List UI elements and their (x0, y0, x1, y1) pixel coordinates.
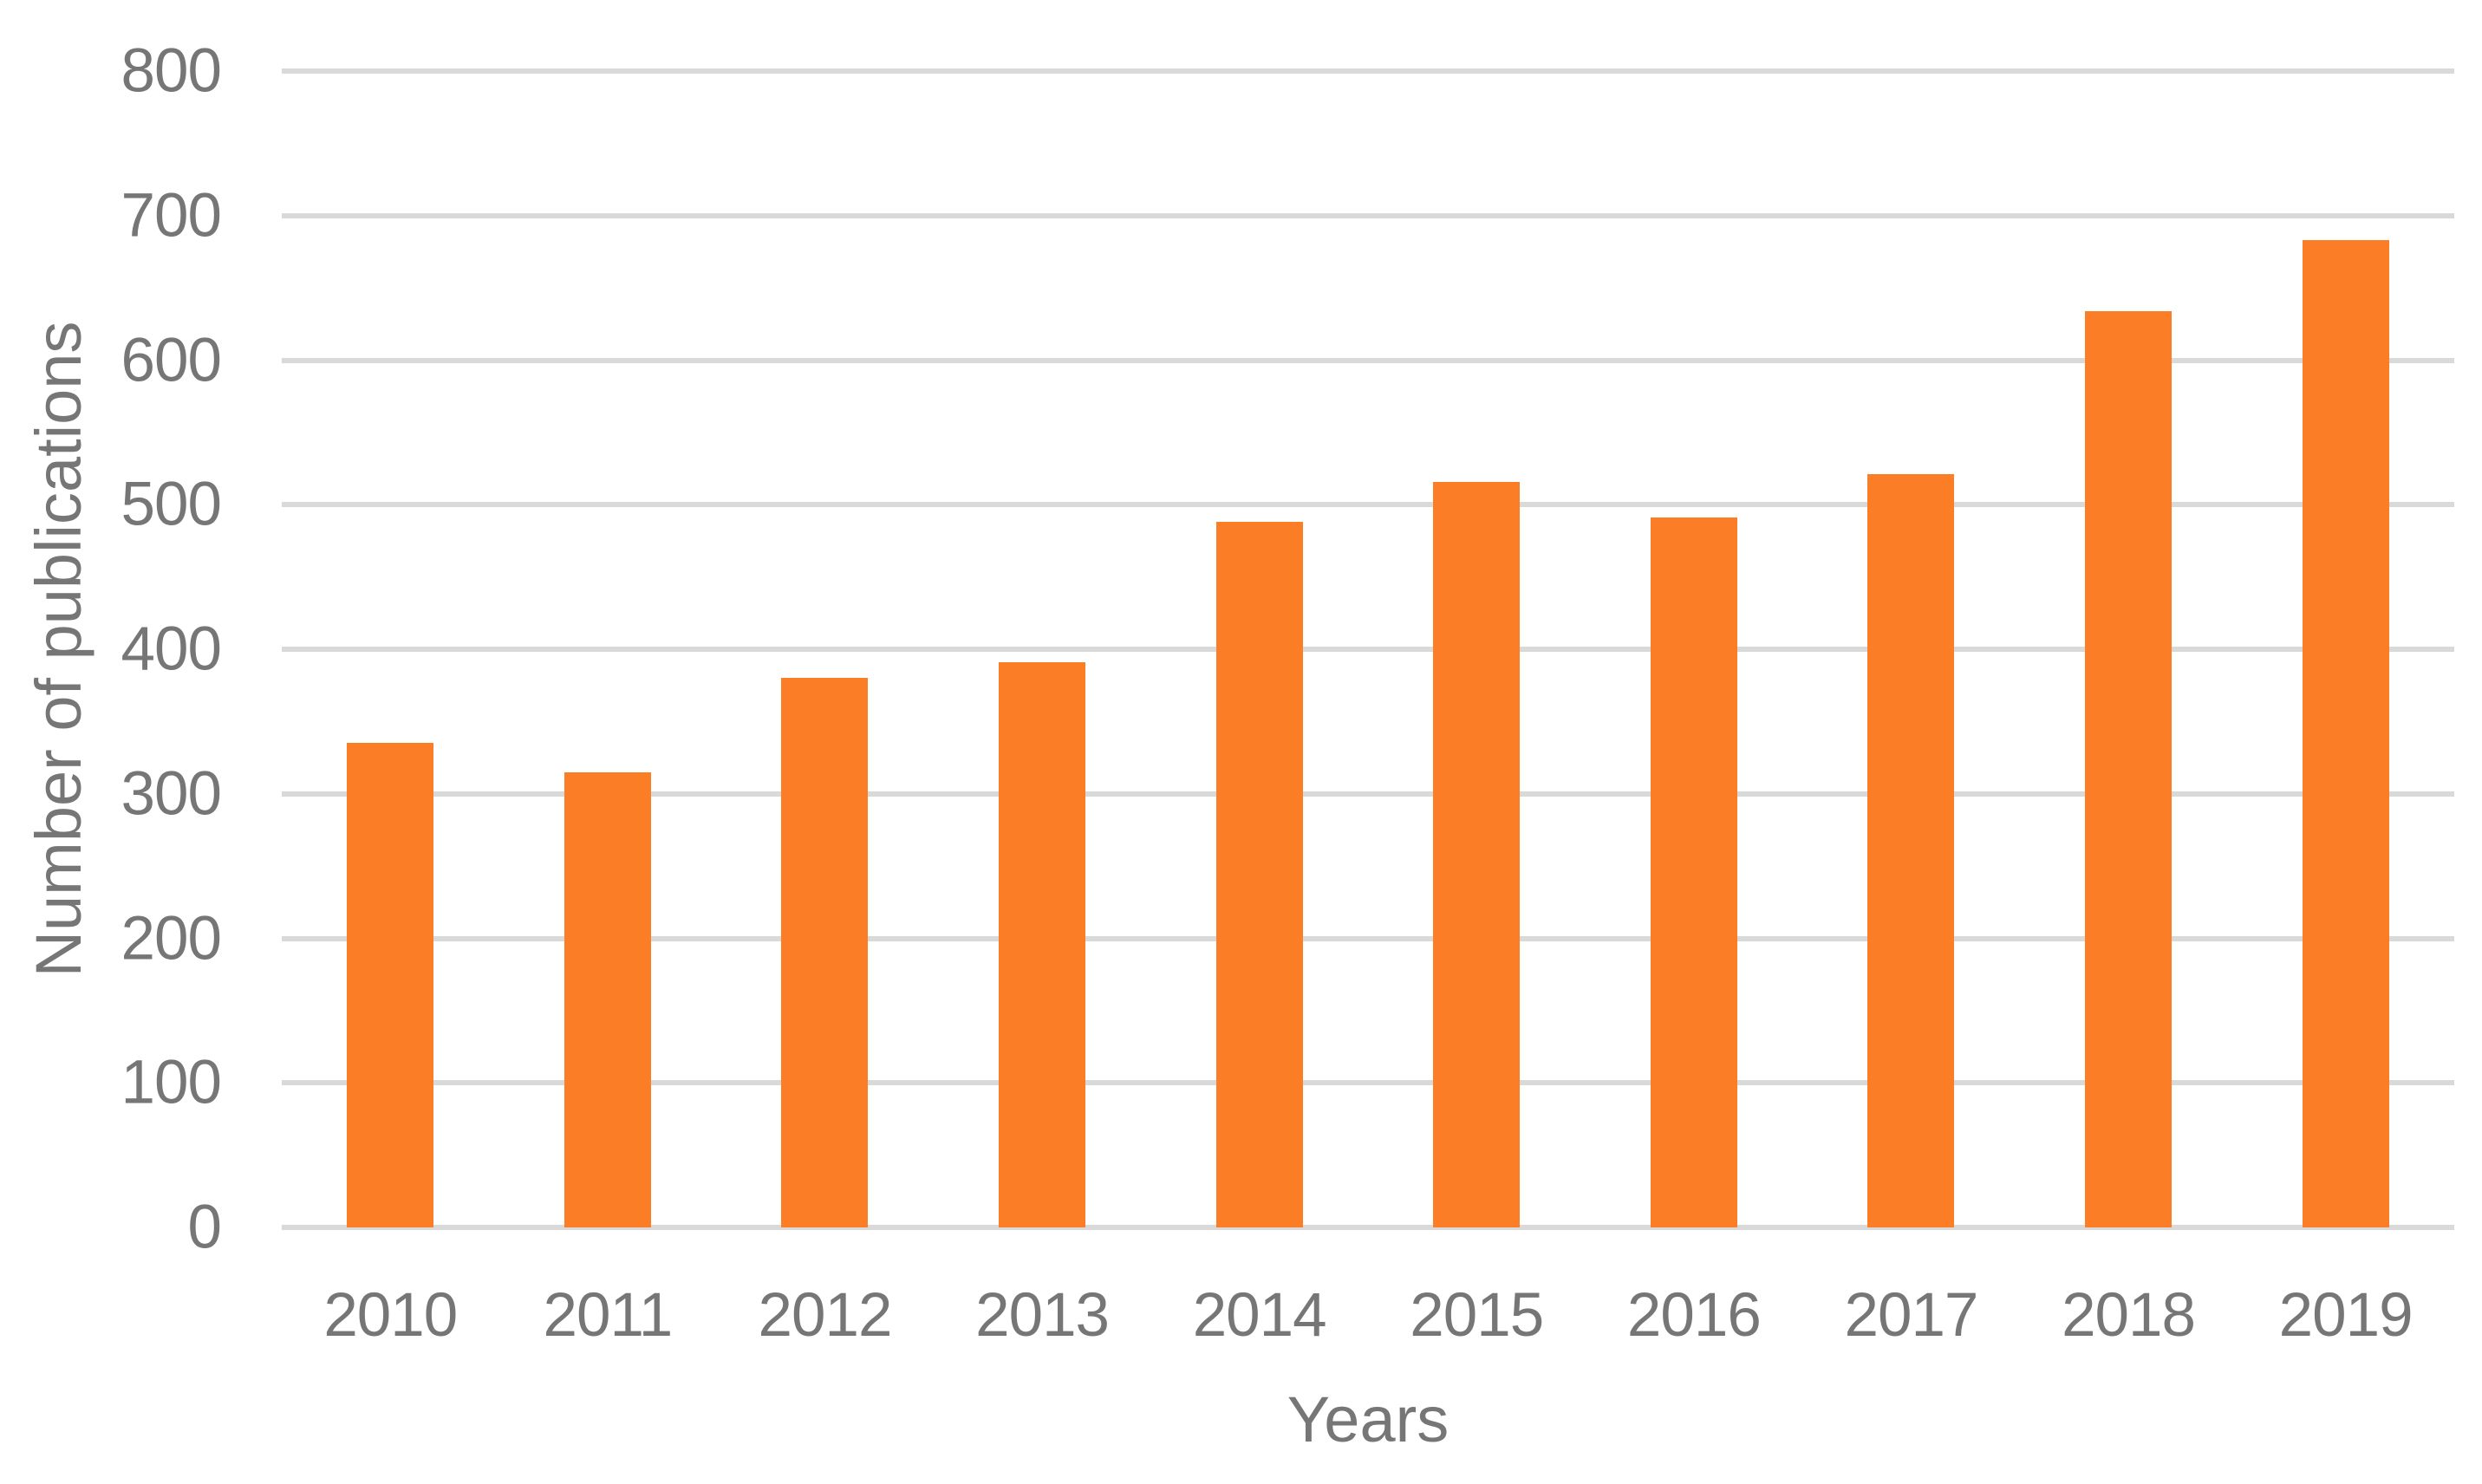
bar-2011 (563, 771, 651, 1227)
bar-2010 (347, 743, 434, 1227)
x-tick-label-2019: 2019 (2278, 1281, 2414, 1350)
y-tick-label-200: 200 (121, 904, 222, 973)
x-tick-label-2010: 2010 (323, 1281, 458, 1350)
x-tick-label-2014: 2014 (1192, 1281, 1327, 1350)
bar-cell-2015 (1368, 71, 1586, 1227)
y-tick-label-100: 100 (121, 1048, 222, 1117)
bar-2019 (2302, 240, 2389, 1227)
y-axis-tick-labels: 0 100 200 300 400 500 600 700 800 (0, 41, 222, 1259)
x-tick-label-2017: 2017 (1844, 1281, 1978, 1350)
bar-cell-2010 (282, 71, 499, 1227)
bar-2015 (1433, 481, 1521, 1227)
y-tick-label-500: 500 (121, 470, 222, 539)
bar-cell-2014 (1150, 71, 1368, 1227)
y-tick-label-600: 600 (121, 326, 222, 394)
x-tick-label-2015: 2015 (1410, 1281, 1544, 1350)
plot-area (282, 68, 2454, 1230)
y-tick-label-700: 700 (121, 181, 222, 251)
bar-2018 (2085, 310, 2173, 1227)
gridline-800 (282, 68, 2454, 74)
bar-2014 (1215, 522, 1303, 1227)
gridline-0 (282, 1225, 2454, 1230)
gridlines-layer (282, 68, 2454, 1230)
gridline-100 (282, 1080, 2454, 1086)
bar-2016 (1650, 517, 1737, 1227)
bar-cell-2012 (716, 71, 934, 1227)
bar-2017 (1867, 474, 1955, 1227)
x-tick-label-2011: 2011 (543, 1281, 674, 1350)
x-tick-label-2012: 2012 (758, 1281, 893, 1350)
bar-2012 (781, 678, 869, 1227)
gridline-500 (282, 502, 2454, 508)
x-tick-label-2013: 2013 (975, 1281, 1110, 1350)
gridline-700 (282, 212, 2454, 218)
gridline-600 (282, 357, 2454, 363)
gridline-400 (282, 647, 2454, 652)
bar-cell-2019 (2237, 71, 2454, 1227)
x-tick-label-2018: 2018 (2062, 1281, 2196, 1350)
y-tick-label-300: 300 (121, 759, 222, 829)
y-tick-label-0: 0 (187, 1193, 223, 1262)
bar-cell-2018 (2020, 71, 2238, 1227)
x-axis-tick-labels: 2010 2011 2012 2013 2014 2015 2016 2017 2018 2019 (282, 1285, 2454, 1346)
bar-cell-2016 (1586, 71, 1803, 1227)
y-tick-label-800: 800 (121, 36, 222, 106)
x-tick-label-2016: 2016 (1626, 1281, 1762, 1350)
gridline-300 (282, 791, 2454, 797)
x-axis-title: Years (1287, 1383, 1449, 1455)
gridline-200 (282, 935, 2454, 941)
bar-cell-2017 (1802, 71, 2020, 1227)
y-tick-label-400: 400 (121, 615, 222, 684)
bar-2013 (999, 662, 1086, 1227)
bar-cell-2013 (934, 71, 1151, 1227)
bar-cell-2011 (499, 71, 717, 1227)
bars-layer (282, 71, 2454, 1227)
